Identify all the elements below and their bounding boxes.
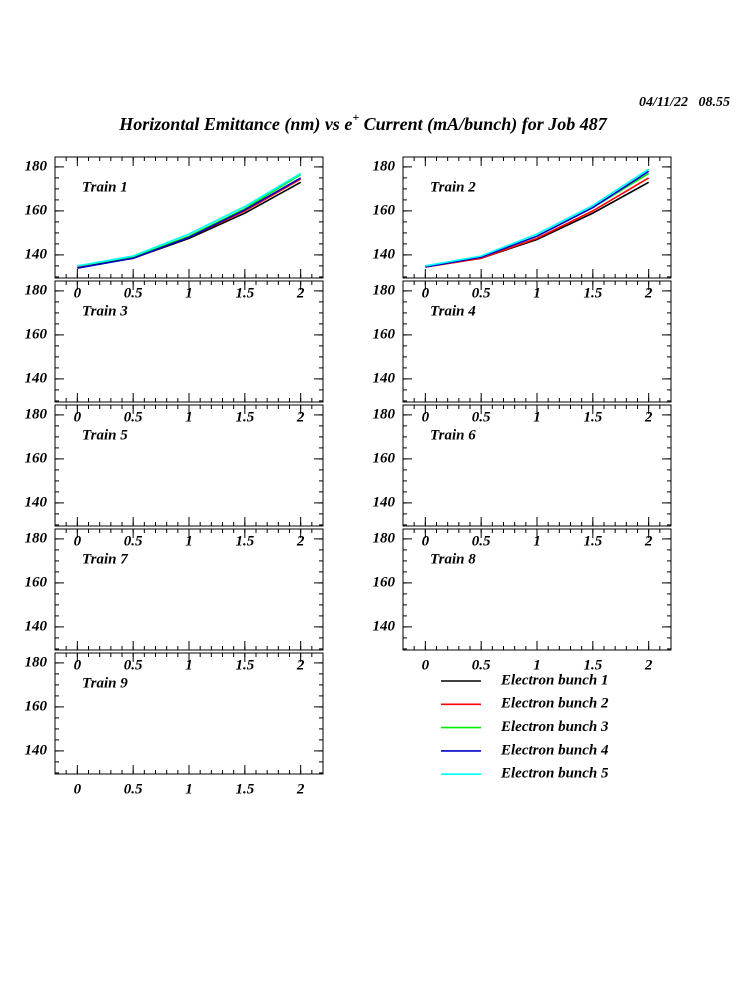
y-tick-label: 180 xyxy=(25,158,48,174)
x-tick-label: 0.5 xyxy=(124,781,143,797)
title-part: Horizontal Emittance (nm) vs e xyxy=(118,114,352,135)
y-tick-label: 140 xyxy=(25,494,48,510)
panel-title: Train 3 xyxy=(82,303,128,319)
x-tick-label: 2 xyxy=(296,657,305,673)
x-tick-label: 0.5 xyxy=(124,409,143,425)
x-tick-label: 1.5 xyxy=(235,285,254,301)
y-tick-label: 140 xyxy=(373,370,396,386)
y-tick-label: 160 xyxy=(373,326,396,342)
legend-label: Electron bunch 5 xyxy=(500,766,609,782)
x-tick-label: 0 xyxy=(74,285,82,301)
y-tick-label: 160 xyxy=(373,574,396,590)
x-tick-label: 0.5 xyxy=(124,657,143,673)
timestamp: 04/11/22 08.55 xyxy=(639,95,730,110)
x-tick-label: 1.5 xyxy=(235,409,254,425)
y-tick-label: 180 xyxy=(25,282,48,298)
x-tick-label: 0 xyxy=(422,285,430,301)
y-tick-label: 140 xyxy=(373,246,396,262)
y-tick-label: 140 xyxy=(373,494,396,510)
x-tick-label: 0 xyxy=(74,781,82,797)
x-tick-label: 1.5 xyxy=(583,657,602,673)
x-tick-label: 2 xyxy=(644,533,653,549)
x-tick-label: 0.5 xyxy=(124,285,143,301)
y-tick-label: 160 xyxy=(25,202,48,218)
x-tick-label: 0 xyxy=(422,533,430,549)
y-tick-label: 160 xyxy=(25,326,48,342)
y-tick-label: 160 xyxy=(25,574,48,590)
series-line xyxy=(77,172,302,267)
x-tick-label: 1.5 xyxy=(235,781,254,797)
y-tick-label: 140 xyxy=(25,742,48,758)
y-tick-label: 140 xyxy=(373,618,396,634)
x-tick-label: 1 xyxy=(533,285,541,301)
title-superscript: + xyxy=(352,110,359,124)
y-tick-label: 180 xyxy=(373,158,396,174)
x-tick-label: 1 xyxy=(533,533,541,549)
x-tick-label: 1 xyxy=(185,285,193,301)
y-tick-label: 160 xyxy=(25,698,48,714)
x-tick-label: 1 xyxy=(185,409,193,425)
x-tick-label: 1 xyxy=(185,533,193,549)
panel-title: Train 7 xyxy=(82,551,128,567)
legend-label: Electron bunch 1 xyxy=(500,672,609,688)
x-tick-label: 1 xyxy=(533,409,541,425)
y-tick-label: 180 xyxy=(25,530,48,546)
y-tick-label: 180 xyxy=(25,654,48,670)
panel-title: Train 2 xyxy=(430,179,476,195)
y-tick-label: 140 xyxy=(25,370,48,386)
x-tick-label: 1 xyxy=(185,657,193,673)
panel-title: Train 4 xyxy=(430,303,476,319)
x-tick-label: 1.5 xyxy=(583,285,602,301)
x-tick-label: 2 xyxy=(644,409,653,425)
panel-title: Train 8 xyxy=(430,551,476,567)
y-tick-label: 180 xyxy=(373,530,396,546)
series-line xyxy=(425,170,650,268)
x-tick-label: 1 xyxy=(533,657,541,673)
y-tick-label: 180 xyxy=(25,406,48,422)
x-tick-label: 0.5 xyxy=(472,409,491,425)
x-tick-label: 1 xyxy=(185,781,193,797)
x-tick-label: 2 xyxy=(296,533,305,549)
legend-label: Electron bunch 2 xyxy=(500,696,609,712)
x-tick-label: 1.5 xyxy=(235,657,254,673)
x-tick-label: 2 xyxy=(296,409,305,425)
legend-label: Electron bunch 3 xyxy=(500,719,609,735)
panel-title: Train 1 xyxy=(82,179,128,195)
series-line xyxy=(425,168,650,267)
y-tick-label: 160 xyxy=(373,202,396,218)
y-tick-label: 180 xyxy=(373,406,396,422)
panel-title: Train 5 xyxy=(82,427,128,443)
title-part: Current (mA/bunch) for Job 487 xyxy=(359,114,608,135)
y-tick-label: 140 xyxy=(25,618,48,634)
x-tick-label: 0 xyxy=(74,657,82,673)
x-tick-label: 0.5 xyxy=(472,533,491,549)
legend-label: Electron bunch 4 xyxy=(500,742,609,758)
x-tick-label: 1.5 xyxy=(583,533,602,549)
series-line xyxy=(77,177,302,269)
y-tick-label: 180 xyxy=(373,282,396,298)
x-tick-label: 0.5 xyxy=(472,657,491,673)
x-tick-label: 2 xyxy=(644,285,653,301)
x-tick-label: 2 xyxy=(296,781,305,797)
x-tick-label: 0.5 xyxy=(124,533,143,549)
chart-title: Horizontal Emittance (nm) vs e+ Current … xyxy=(118,110,607,135)
y-tick-label: 160 xyxy=(373,450,396,466)
x-tick-label: 0.5 xyxy=(472,285,491,301)
x-tick-label: 1.5 xyxy=(235,533,254,549)
y-tick-label: 140 xyxy=(25,246,48,262)
panel-title: Train 9 xyxy=(82,675,128,691)
y-tick-label: 160 xyxy=(25,450,48,466)
x-tick-label: 2 xyxy=(296,285,305,301)
x-tick-label: 0 xyxy=(422,409,430,425)
x-tick-label: 0 xyxy=(74,533,82,549)
panel-title: Train 6 xyxy=(430,427,476,443)
x-tick-label: 1.5 xyxy=(583,409,602,425)
x-tick-label: 2 xyxy=(644,657,653,673)
x-tick-label: 0 xyxy=(74,409,82,425)
x-tick-label: 0 xyxy=(422,657,430,673)
